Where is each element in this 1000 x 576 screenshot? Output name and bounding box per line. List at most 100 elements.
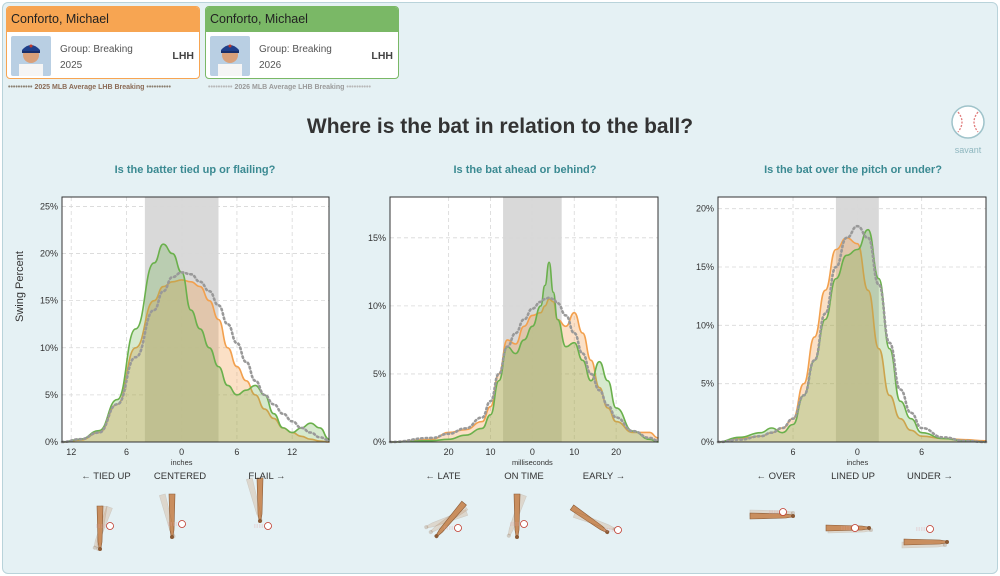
bat-illustrations xyxy=(92,477,949,551)
player-group: Group: Breaking xyxy=(60,44,133,55)
series-2026-line xyxy=(61,243,330,443)
bat-icon xyxy=(434,500,467,539)
player-card-2026[interactable]: Conforto, Michael Group: Breaking 2026 L… xyxy=(205,6,399,79)
batter-hand: LHH xyxy=(172,50,194,62)
y-tick-label: 10% xyxy=(40,343,58,353)
cat-label: ← OVER xyxy=(756,471,796,482)
series-2026-line xyxy=(389,261,659,443)
x-tick-label: 6 xyxy=(234,447,239,457)
x-tick-label: 10 xyxy=(485,447,495,457)
cat-label: CENTERED xyxy=(153,471,207,482)
series-2026-line xyxy=(717,228,987,443)
y-tick-label: 10% xyxy=(696,320,714,330)
panel-3-subtitle: Is the bat over the pitch or under? xyxy=(764,164,942,176)
y-tick-label: 25% xyxy=(40,201,58,211)
bat-knob xyxy=(506,533,511,538)
y-tick-label: 15% xyxy=(368,233,386,243)
savant-wordmark: savant xyxy=(954,145,982,155)
series-2025-area xyxy=(62,279,329,442)
y-tick-label: 0% xyxy=(373,437,386,447)
player-name: Conforto, Michael xyxy=(206,7,398,32)
bat-knob xyxy=(98,547,102,551)
page-title: Where is the bat in relation to the ball… xyxy=(306,115,694,138)
bat-shape xyxy=(159,493,175,536)
bat-knob xyxy=(170,535,174,539)
panel-1-subtitle: Is the batter tied up or flailing? xyxy=(114,164,276,176)
bat-shape xyxy=(903,538,947,546)
bat-icon xyxy=(513,493,521,539)
bat-knob xyxy=(434,534,439,539)
bat-shape xyxy=(572,511,615,531)
x-tick-label: 20 xyxy=(611,447,621,457)
cat-label: FLAIL → xyxy=(248,471,286,482)
x-tick-label: 0 xyxy=(179,447,184,457)
series-2025-area xyxy=(390,299,658,442)
bat-icon xyxy=(572,511,617,532)
ball-icon xyxy=(851,524,859,532)
player-year: 2026 xyxy=(259,60,282,71)
panel-2-subtitle: Is the bat ahead or behind? xyxy=(453,164,597,176)
bat-knob xyxy=(791,511,795,515)
y-tick-label: 0% xyxy=(45,437,58,447)
bat-knob xyxy=(791,514,795,518)
y-tick-label: 15% xyxy=(696,262,714,272)
bat-shape xyxy=(513,493,521,537)
bat-knob xyxy=(258,518,263,523)
y-tick-label: 15% xyxy=(40,296,58,306)
y-tick-label: 20% xyxy=(40,249,58,259)
bat-knob xyxy=(945,540,949,544)
bat-knob xyxy=(867,526,871,530)
x-tick-label: 6 xyxy=(124,447,129,457)
y-tick-label: 0% xyxy=(701,437,714,447)
player-photo xyxy=(11,36,51,76)
cat-label: ON TIME xyxy=(504,471,544,482)
plot-border xyxy=(717,196,987,443)
series-2026-area xyxy=(390,262,658,442)
y-tick-label: 10% xyxy=(368,301,386,311)
player-photo xyxy=(210,36,250,76)
series-2025-line xyxy=(389,298,659,443)
x-tick-label: 0 xyxy=(530,447,535,457)
cat-label: ← TIED UP xyxy=(81,471,131,482)
legend-avg-2025: •••••••••• 2025 MLB Average LHB Breaking… xyxy=(8,84,171,91)
ball-icon xyxy=(178,520,186,528)
y-tick-label: 20% xyxy=(696,204,714,214)
plot-border xyxy=(389,196,659,443)
series-avg-line xyxy=(60,271,331,444)
bat-knob xyxy=(428,530,433,535)
x-tick-label: 20 xyxy=(444,447,454,457)
ball-icon xyxy=(520,520,528,528)
chart-panel-3: 0% 5% 10% 15% 20% 6 0 6 inches xyxy=(696,196,988,467)
legend-avg-2026: •••••••••• 2026 MLB Average LHB Breaking… xyxy=(208,84,371,91)
x-tick-label: 0 xyxy=(855,447,860,457)
series-2025-area xyxy=(718,237,986,442)
bat-shape xyxy=(825,524,869,532)
savant-logo[interactable]: savant xyxy=(950,104,986,155)
bat-icon xyxy=(246,477,263,523)
cat-label: EARLY → xyxy=(582,471,626,482)
player-group: Group: Breaking xyxy=(259,44,332,55)
ball-icon xyxy=(264,522,272,530)
series-2026-area xyxy=(62,244,329,442)
y-tick-label: 5% xyxy=(45,390,58,400)
bat-knob xyxy=(943,543,947,547)
baseball-icon xyxy=(951,105,985,139)
cat-label: UNDER → xyxy=(907,471,953,482)
bat-icon xyxy=(256,477,264,523)
ball-icon xyxy=(926,525,934,533)
bat-knob xyxy=(258,519,262,523)
x-tick-label: 6 xyxy=(919,447,924,457)
y-tick-label: 5% xyxy=(373,369,386,379)
bat-icon xyxy=(159,493,176,539)
x-tick-label: 12 xyxy=(66,447,76,457)
player-card-2025[interactable]: Conforto, Michael Group: Breaking 2025 L… xyxy=(6,6,200,79)
x-tick-label: 12 xyxy=(287,447,297,457)
bat-knob xyxy=(515,535,519,539)
bat-icon xyxy=(168,493,176,539)
x-tick-label: 6 xyxy=(791,447,796,457)
x-axis-label: inches xyxy=(847,458,869,467)
ball-icon xyxy=(454,524,462,532)
bat-knob xyxy=(92,545,97,550)
series-avg-line xyxy=(388,296,660,444)
